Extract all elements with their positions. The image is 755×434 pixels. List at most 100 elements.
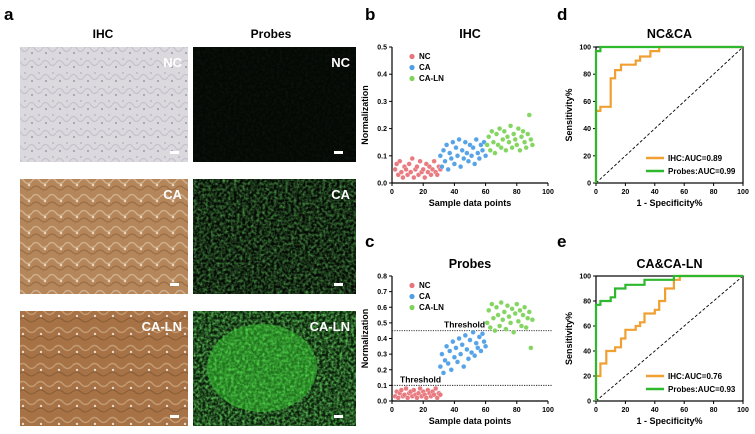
y-tick-label: 40	[583, 126, 591, 133]
data-point	[472, 161, 478, 167]
data-point	[473, 340, 479, 346]
scale-bar	[334, 415, 343, 418]
x-tick-label: 40	[451, 407, 459, 414]
data-point	[504, 134, 510, 140]
data-point	[479, 331, 486, 337]
data-point	[448, 155, 454, 162]
legend-marker	[409, 53, 415, 60]
data-point	[462, 332, 468, 338]
data-point	[433, 385, 439, 392]
data-point	[529, 142, 535, 148]
scale-bar	[334, 283, 343, 286]
data-point	[445, 166, 451, 172]
x-tick-label: 80	[513, 407, 521, 414]
y-tick-label: 0.4	[377, 336, 387, 343]
data-point	[420, 166, 426, 172]
y-tick-label: 0	[587, 181, 591, 188]
y-tick-label: 0.3	[377, 352, 387, 359]
data-point	[447, 150, 453, 156]
y-tick-label: 20	[583, 374, 591, 381]
legend-label: CA	[419, 292, 431, 301]
data-point	[450, 139, 456, 145]
data-point	[411, 175, 417, 181]
data-point	[483, 343, 489, 349]
data-point	[434, 395, 440, 401]
data-point	[398, 387, 404, 393]
y-tick-label: 0.0	[377, 181, 387, 188]
y-tick-label: 60	[583, 324, 591, 331]
data-point	[459, 147, 465, 153]
y-tick-label: 0.5	[377, 320, 387, 327]
data-point	[437, 153, 443, 159]
data-point	[453, 345, 459, 351]
x-tick-label: 80	[710, 189, 718, 196]
legend-label: CA	[419, 63, 431, 72]
data-point	[484, 320, 490, 326]
scale-bar	[170, 415, 179, 418]
data-point	[408, 169, 414, 175]
data-point	[458, 164, 464, 170]
y-tick-label: 0.8	[377, 274, 387, 281]
y-tick-label: 0.1	[377, 153, 387, 160]
panel-letter-b: b	[365, 5, 375, 24]
roc-curve	[594, 45, 743, 183]
x-tick-label: 0	[594, 407, 598, 414]
data-point	[528, 136, 534, 143]
panel-letter-c: c	[365, 232, 374, 251]
data-point	[422, 175, 428, 181]
roc-curve	[594, 274, 743, 401]
data-point	[523, 325, 529, 331]
data-point	[517, 307, 523, 313]
data-point	[520, 128, 526, 134]
x-tick-label: 60	[482, 407, 490, 414]
data-point	[475, 150, 481, 156]
chart-title: NC&CA	[647, 27, 692, 41]
data-point	[470, 145, 476, 151]
y-tick-label: 0.6	[377, 305, 387, 312]
data-point	[397, 158, 403, 164]
x-tick-label: 20	[419, 189, 427, 196]
data-point	[398, 169, 404, 175]
data-point	[442, 158, 448, 164]
chart-title: IHC	[459, 27, 481, 41]
data-point	[503, 147, 509, 153]
data-point	[490, 315, 496, 321]
data-point	[462, 139, 468, 145]
data-point	[439, 351, 445, 357]
data-point	[498, 300, 504, 306]
y-axis-label: Normalization	[360, 85, 370, 145]
data-point	[409, 155, 415, 162]
y-tick-label: 0.2	[377, 367, 387, 374]
data-point	[528, 345, 534, 351]
ihc-label-ca-ln: CA-LN	[142, 319, 182, 334]
ihc-image-ca	[20, 179, 188, 294]
data-point	[487, 147, 493, 153]
probe-label-ca: CA	[331, 187, 350, 202]
data-point	[493, 304, 500, 310]
data-point	[464, 346, 470, 352]
y-tick-label: 100	[579, 45, 591, 52]
legend-label: Probes:AUC=0.93	[668, 385, 736, 394]
micrograph-grid: IHC Probes NC NC CA CA CA-LN CA-LN	[20, 27, 356, 426]
data-point	[508, 123, 514, 129]
data-point	[445, 360, 451, 367]
data-point	[511, 329, 517, 335]
panel-letter-e: e	[557, 232, 566, 251]
data-point	[450, 339, 456, 345]
data-point	[444, 343, 450, 349]
scale-bar	[170, 283, 179, 286]
data-point	[400, 175, 406, 181]
data-point	[437, 364, 443, 370]
data-point	[520, 312, 526, 318]
data-point	[414, 395, 420, 401]
data-point	[526, 309, 532, 315]
x-tick-label: 100	[737, 189, 749, 196]
data-point	[459, 342, 465, 348]
scale-bar	[334, 151, 343, 154]
y-tick-label: 80	[583, 299, 591, 306]
data-point	[525, 315, 531, 321]
data-point	[461, 364, 467, 370]
data-point	[512, 310, 518, 317]
data-point	[411, 387, 417, 393]
legend-label: CA-LN	[419, 74, 444, 83]
